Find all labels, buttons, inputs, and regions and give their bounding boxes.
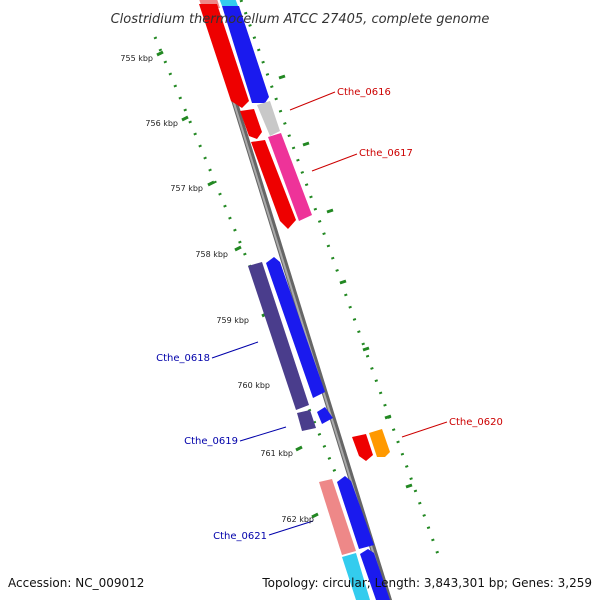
gene-arrow-pink[interactable]	[268, 133, 312, 221]
ruler-right	[239, 0, 442, 561]
ruler-label: 759 kbp	[216, 316, 249, 325]
gene-label-cthe-0621[interactable]: Cthe_0621	[213, 531, 267, 542]
map-title: Clostridium thermocellum ATCC 27405, com…	[111, 12, 490, 27]
leader-lines	[211, 91, 448, 536]
gene-label-cthe-0617[interactable]: Cthe_0617	[359, 148, 413, 159]
gene-label-cthe-0616[interactable]: Cthe_0616	[337, 87, 391, 98]
ruler-label: 762 kbp	[281, 515, 314, 524]
gene-label-cthe-0618[interactable]: Cthe_0618	[156, 353, 210, 364]
gene-arrow-blue-1[interactable]	[222, 6, 269, 103]
ruler-label: 758 kbp	[195, 250, 228, 259]
gene-arrow-salmon[interactable]	[319, 479, 356, 555]
gene-label-cthe-0619[interactable]: Cthe_0619	[184, 436, 238, 447]
gene-arrow-cyan-top[interactable]	[216, 0, 238, 6]
gene-arrow-red-4[interactable]	[352, 434, 373, 461]
gene-arrow-purple-large[interactable]	[248, 262, 309, 410]
gene-arrow-cyan[interactable]	[342, 553, 370, 600]
gene-arrow-red-2[interactable]	[240, 109, 262, 139]
ruler-label: 756 kbp	[145, 119, 178, 128]
ruler-label: 761 kbp	[260, 449, 293, 458]
gene-arrow-orange[interactable]	[369, 429, 390, 457]
gene-arrow-blue-large[interactable]	[266, 257, 325, 398]
gene-arrow-purple-small[interactable]	[297, 410, 316, 431]
genome-summary-text: Topology: circular; Length: 3,843,301 bp…	[261, 576, 592, 590]
gene-arrow-red-3[interactable]	[251, 140, 296, 229]
gene-arrow-red-1[interactable]	[199, 4, 249, 108]
gene-arrow-blue-3[interactable]	[360, 549, 390, 600]
gene-arrow-blue-small[interactable]	[317, 407, 333, 424]
gene-arrow-grey[interactable]	[257, 101, 280, 136]
ruler-label: 757 kbp	[170, 184, 203, 193]
ruler-label: 760 kbp	[237, 381, 270, 390]
gene-arrow-blue-2[interactable]	[337, 476, 374, 549]
accession-text: Accession: NC_009012	[8, 576, 144, 590]
ruler-label: 755 kbp	[120, 54, 153, 63]
gene-label-cthe-0620[interactable]: Cthe_0620	[449, 417, 503, 428]
ruler-labels: 755 kbp 756 kbp 757 kbp 758 kbp 759 kbp …	[120, 54, 314, 524]
gene-labels: Cthe_0616 Cthe_0617 Cthe_0618 Cthe_0619 …	[156, 87, 503, 542]
